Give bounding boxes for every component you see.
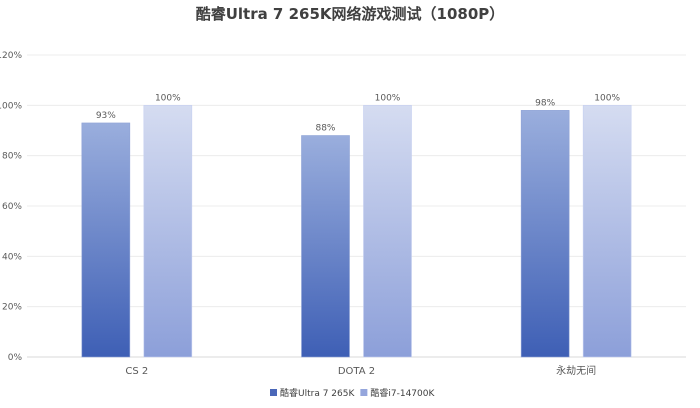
chart-title: 酷睿Ultra 7 265K网络游戏测试（1080P） xyxy=(196,5,505,23)
y-tick-label: 100% xyxy=(0,101,22,111)
bar-series-1-DOTA 2 xyxy=(301,135,350,358)
legend-swatch-1 xyxy=(270,389,277,396)
data-label: 98% xyxy=(535,98,555,108)
y-tick-label: 0% xyxy=(8,353,23,363)
y-tick-label: 20% xyxy=(2,303,22,313)
data-label: 93% xyxy=(96,111,116,121)
bar-series-1-CS 2 xyxy=(81,122,131,358)
legend: 酷睿Ultra 7 265K 酷睿i7-14700K xyxy=(270,387,435,399)
gridlines xyxy=(27,54,686,358)
data-label: 100% xyxy=(594,93,620,103)
legend-swatch-2 xyxy=(360,389,368,396)
bars xyxy=(81,105,632,358)
data-labels: 93% 100% 88% 100% 98% 100% xyxy=(96,93,621,133)
bar-series-2-永劫无间 xyxy=(582,105,632,358)
y-axis-ticks: 0% 20% 40% 60% 80% 100% 120% xyxy=(0,51,22,363)
y-tick-label: 60% xyxy=(2,202,22,212)
x-category-label: DOTA 2 xyxy=(338,366,375,377)
x-category-label: CS 2 xyxy=(125,366,148,377)
legend-label-1: 酷睿Ultra 7 265K xyxy=(280,387,355,399)
bar-series-1-永劫无间 xyxy=(520,110,570,358)
bar-series-2-DOTA 2 xyxy=(363,105,412,358)
bar-series-2-CS 2 xyxy=(143,105,193,358)
y-tick-label: 120% xyxy=(0,51,22,61)
y-tick-label: 40% xyxy=(2,252,22,262)
x-category-label: 永劫无间 xyxy=(556,364,596,377)
x-axis-categories: CS 2 DOTA 2 永劫无间 xyxy=(125,364,596,377)
data-label: 88% xyxy=(315,124,335,134)
data-label: 100% xyxy=(155,93,181,103)
data-label: 100% xyxy=(375,93,401,103)
y-tick-label: 80% xyxy=(2,152,22,162)
legend-label-2: 酷睿i7-14700K xyxy=(370,387,435,399)
